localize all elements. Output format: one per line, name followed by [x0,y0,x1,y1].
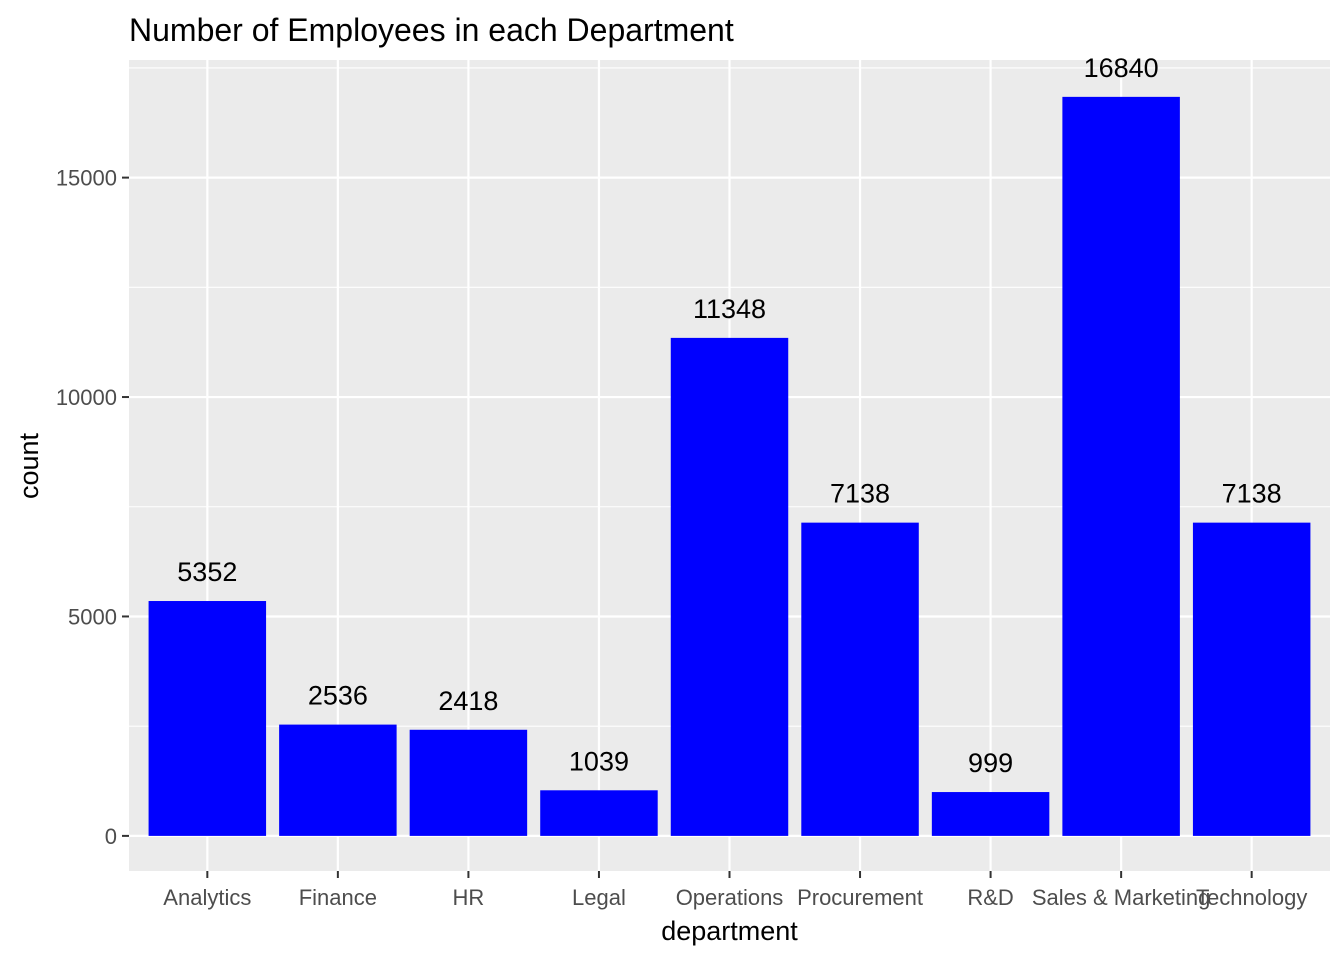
x-tick-label: HR [453,885,485,910]
bar [1192,522,1311,836]
x-tick-label: Operations [676,885,784,910]
x-axis-title: department [661,916,798,946]
x-tick-label: R&D [967,885,1013,910]
bar [279,724,397,836]
y-axis-title: count [14,432,44,499]
y-tick-label: 5000 [68,604,117,629]
bars [148,96,1311,836]
bar [409,729,528,836]
bar [540,790,658,836]
chart-title: Number of Employees in each Department [129,12,734,48]
data-label: 5352 [177,557,237,587]
y-tick-label: 0 [105,824,117,849]
data-label: 2536 [308,681,368,711]
data-label: 1039 [569,746,629,776]
data-label: 11348 [693,294,766,324]
y-tick-label: 10000 [56,385,117,410]
bar [931,792,1050,836]
x-tick-label: Analytics [163,885,251,910]
data-label: 16840 [1084,53,1159,83]
x-tick-label: Procurement [797,885,923,910]
y-tick-label: 15000 [56,166,117,191]
x-tick-label: Sales & Marketing [1032,885,1211,910]
data-label: 999 [968,748,1013,778]
data-label: 2418 [438,686,498,716]
data-label: 7138 [830,479,890,509]
bar [801,522,919,836]
x-tick-label: Finance [299,885,377,910]
data-labels: 5352 2536 2418 1039 11348 7138 999 16840 7138 [177,53,1281,778]
bar [670,337,789,836]
bar [148,601,267,836]
x-tick-label: Legal [572,885,626,910]
x-tick-label: Technology [1196,885,1307,910]
bar [1062,96,1180,836]
data-label: 7138 [1222,479,1282,509]
x-axis: Analytics Finance HR Legal Operations Procure… [163,871,1307,910]
y-axis: 0 5000 10000 15000 [56,166,129,849]
